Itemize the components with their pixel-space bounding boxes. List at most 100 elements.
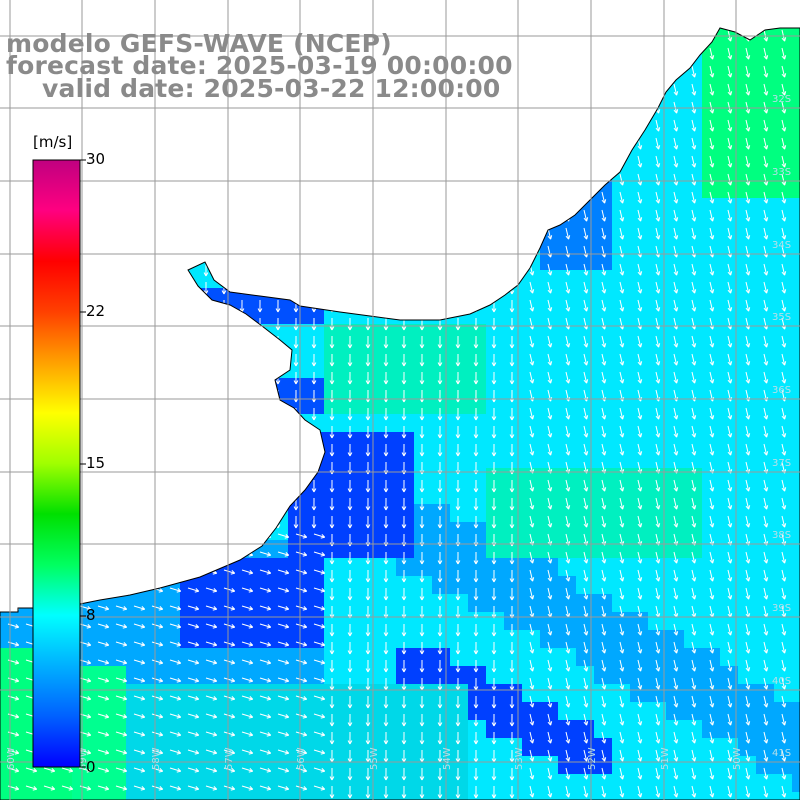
wind-arrow-head [25,290,29,295]
sea-cell [414,360,433,379]
wind-arrow-head [421,182,425,187]
wind-arrow-head [149,272,153,277]
sea-cell [558,126,577,145]
wind-arrow [781,209,786,222]
wind-arrow-head [169,128,173,133]
wind-arrow-head [691,163,696,168]
wind-arrow-head [568,109,571,114]
wind-arrow-head [403,218,407,223]
sea-cell [558,486,577,505]
sea-cell [360,432,379,451]
wind-arrow-head [727,379,732,384]
wind-arrow-head [187,380,191,385]
wind-arrow-head [239,416,243,421]
wind-arrow-head [401,362,405,367]
wind-arrow-head [221,434,225,439]
sea-cell [558,648,577,667]
sea-cell [648,144,667,163]
wind-arrow-head [673,379,678,384]
sea-cell [576,216,595,235]
sea-cell [90,360,109,379]
sea-cell [756,738,775,757]
wind-arrow-head [133,272,137,277]
wind-arrow-head [23,164,27,169]
wind-arrow-head [223,218,227,223]
wind-arrow [547,263,552,276]
sea-cell [648,576,667,595]
sea-cell [684,126,703,145]
sea-cell [360,0,379,19]
wind-arrow-head [601,325,606,330]
wind-arrow-head [421,218,425,223]
sea-cell [630,594,649,613]
wind-arrow-head [568,73,571,78]
sea-cell [720,360,739,379]
sea-cell [414,522,433,541]
sea-cell [450,0,469,19]
wind-arrow-head [709,91,714,96]
wind-arrow-head [655,181,660,186]
sea-cell [270,234,289,253]
sea-cell [630,540,649,559]
wind-arrow-head [59,110,63,115]
wind-arrow-head [784,91,787,96]
wind-arrow-head [491,218,495,223]
sea-cell [324,378,343,397]
wind-arrow-head [113,218,117,223]
sea-cell [216,432,235,451]
wind-arrow-head [277,200,281,205]
wind-arrow-head [203,362,207,367]
wind-arrow-head [745,199,750,204]
sea-cell [90,126,109,145]
sea-cell [504,216,523,235]
sea-cell [90,540,109,559]
sea-cell [378,144,397,163]
wind-arrow [619,281,624,294]
wind-arrow-head [401,146,405,151]
sea-cell [648,288,667,307]
sea-cell [378,468,397,487]
wind-arrow-head [730,91,733,96]
wind-arrow-head [583,271,588,276]
wind-arrow-head [439,236,443,241]
wind-arrow-head [673,361,678,366]
wind-arrow-head [763,217,768,222]
wind-arrow-head [205,254,209,259]
sea-cell [738,270,757,289]
wind-arrow-head [640,217,643,222]
sea-cell [108,576,127,595]
wind-arrow-head [439,164,443,169]
wind-arrow [583,263,588,276]
sea-cell [252,270,271,289]
sea-cell [306,234,325,253]
sea-cell [504,108,523,127]
wind-arrow [583,227,588,240]
wind-arrow-head [241,434,245,439]
wind-arrow-head [401,218,405,223]
wind-arrow [709,119,714,132]
wind-arrow-head [691,217,696,222]
sea-cell [774,360,793,379]
wind-arrow-head [385,254,389,259]
sea-cell [594,468,613,487]
wind-arrow-head [532,235,535,240]
wind-arrow-head [223,344,227,349]
wind-arrow-head [115,254,119,259]
wind-arrow-head [437,218,441,223]
wind-arrow-head [655,325,660,330]
wind-arrow-head [349,254,353,259]
wind-arrow-head [311,434,315,439]
sea-cell [396,108,415,127]
wind-arrow-head [25,218,29,223]
sea-cell [108,558,127,577]
wind-arrow-head [419,380,423,385]
sea-cell [180,144,199,163]
wind-arrow-head [131,200,135,205]
wind-arrow-head [455,272,459,277]
wind-arrow-head [511,146,515,151]
sea-cell [414,180,433,199]
sea-cell [540,414,559,433]
wind-arrow [565,119,570,132]
wind-arrow-head [311,290,315,295]
